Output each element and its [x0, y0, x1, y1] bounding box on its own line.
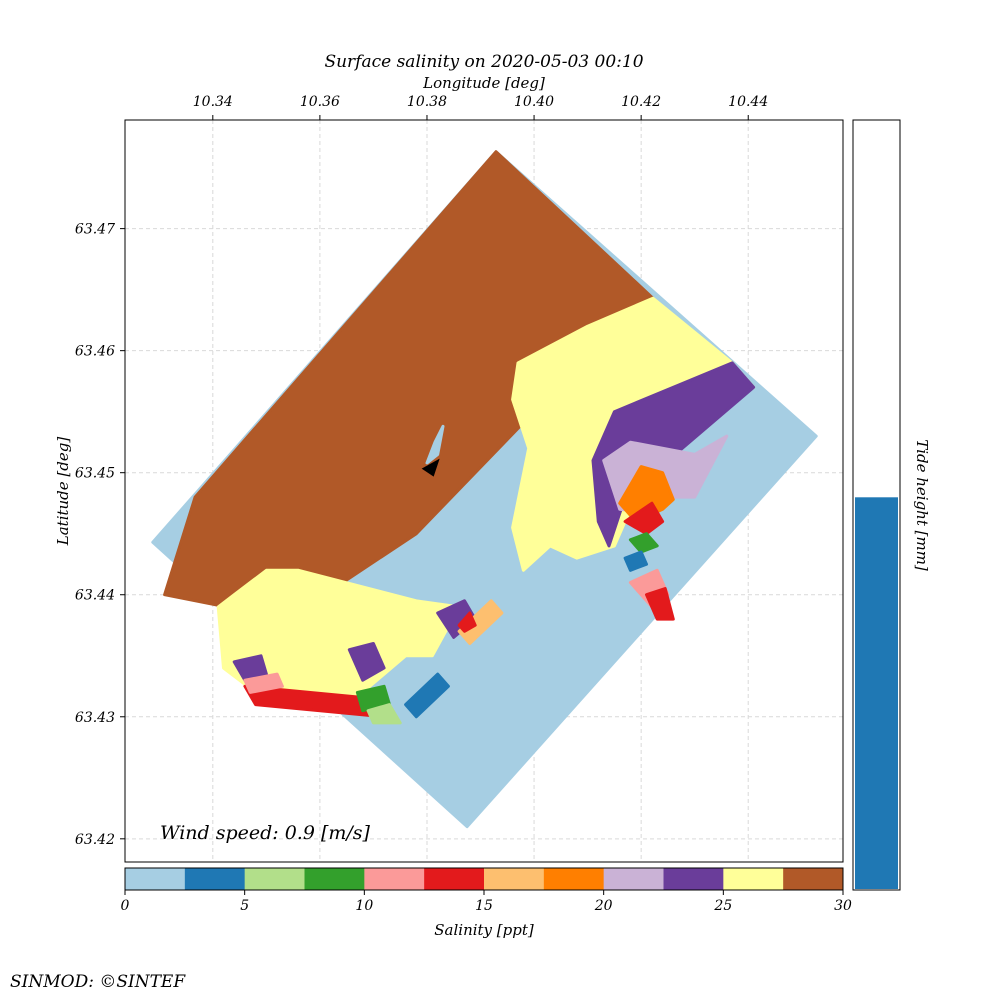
salinity-region	[628, 532, 659, 554]
salinity-region	[623, 501, 665, 536]
y-tick-label: 63.44	[75, 588, 115, 604]
colorbar-label: Salinity [ppt]	[434, 921, 534, 939]
colorbar-bin	[723, 868, 784, 890]
colorbar-tick-label: 5	[240, 898, 249, 914]
y-axis-label: Latitude [deg]	[54, 437, 72, 547]
wind-speed-annotation: Wind speed: 0.9 [m/s]	[160, 822, 371, 844]
y-ticks: 63.42 63.43 63.44 63.45 63.46 63.47	[75, 222, 125, 848]
colorbar-tick-label: 20	[594, 898, 613, 914]
salinity-region	[404, 672, 450, 719]
colorbar-tick-label: 0	[121, 898, 130, 914]
colorbar-bin	[125, 868, 186, 890]
colorbar-tick-label: 10	[355, 898, 373, 914]
colorbar-bin	[364, 868, 425, 890]
credit-text: SINMOD: ©SINTEF	[10, 972, 186, 992]
salinity-region	[623, 550, 648, 572]
salinity-region	[366, 703, 402, 725]
colorbar-bin	[663, 868, 724, 890]
salinity-region	[232, 654, 268, 682]
tide-gauge-frame	[852, 119, 901, 891]
salinity-region	[457, 611, 477, 633]
tide-level-bar	[855, 497, 898, 889]
colorbar-tick-label: 15	[475, 898, 493, 914]
colorbar-bin	[603, 868, 664, 890]
salinity-region	[163, 150, 655, 621]
colorbar-tick-label: 30	[834, 898, 852, 914]
tide-gauge	[855, 497, 898, 889]
colorbar-bin	[244, 868, 305, 890]
y-tick-label: 63.45	[75, 466, 115, 482]
wind-arrow-layer	[421, 458, 440, 477]
x-tick-label: 10.40	[514, 94, 554, 110]
x-tick-label: 10.42	[621, 94, 661, 110]
colorbar-bin	[484, 868, 545, 890]
salinity-region	[243, 672, 284, 694]
y-tick-label: 63.46	[75, 344, 115, 360]
wind-arrow-icon	[421, 458, 440, 477]
y-tick-label: 63.42	[75, 832, 115, 848]
plot-frame	[124, 119, 844, 863]
x-tick-label: 10.36	[300, 94, 340, 110]
salinity-region	[645, 587, 675, 621]
colorbar-bin	[543, 868, 605, 890]
colorbar-ticks: 0 5 10 15 20 25 30	[121, 890, 852, 914]
chart-title: Surface salinity on 2020-05-03 00:10	[324, 52, 643, 72]
salinity-colorbar	[125, 868, 844, 890]
y-tick-label: 63.43	[75, 710, 115, 726]
salinity-region	[457, 599, 504, 645]
x-axis-label: Longitude [deg]	[422, 74, 545, 92]
x-ticks: 10.34 10.36 10.38 10.40 10.42 10.44	[193, 94, 768, 120]
salinity-field	[151, 150, 818, 829]
colorbar-bin	[424, 868, 485, 890]
y-tick-label: 63.47	[75, 222, 115, 238]
colorbar-bin	[304, 868, 365, 890]
x-tick-label: 10.44	[728, 94, 768, 110]
x-tick-label: 10.38	[407, 94, 447, 110]
colorbar-tick-label: 25	[713, 898, 732, 914]
salinity-region	[425, 424, 445, 465]
x-tick-label: 10.34	[193, 94, 233, 110]
salinity-region	[347, 642, 386, 682]
colorbar-bin	[184, 868, 246, 890]
tide-gauge-label: Tide height [mm]	[913, 439, 931, 571]
colorbar-bin	[783, 868, 844, 890]
